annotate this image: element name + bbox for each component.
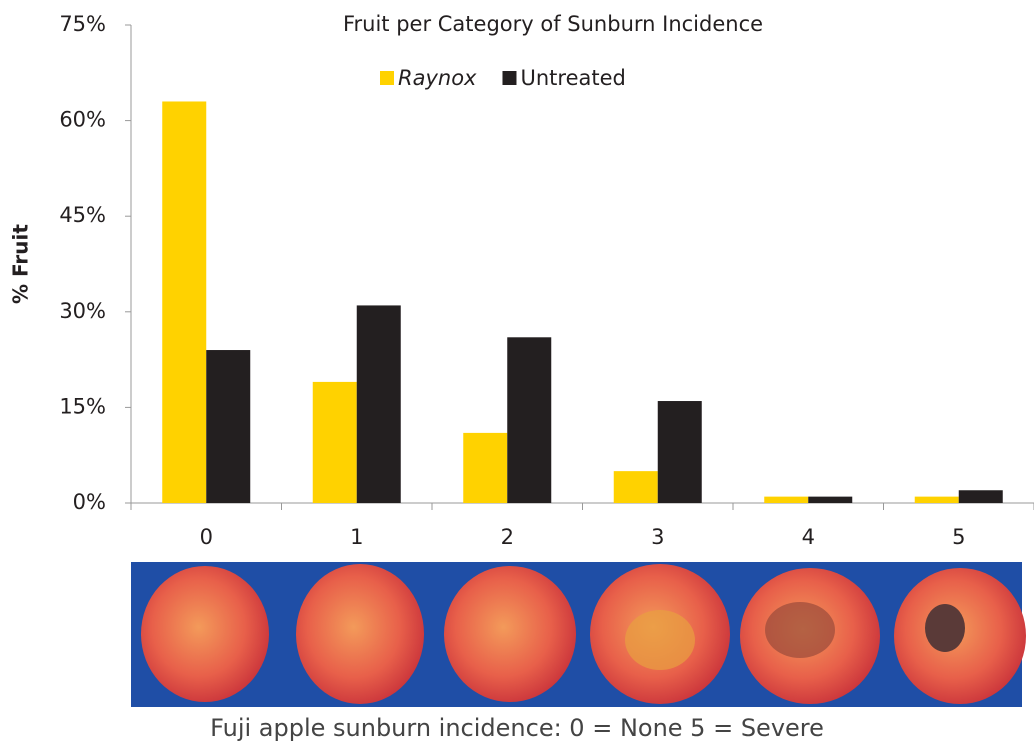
x-tick-label: 0: [200, 525, 213, 549]
x-tick-label: 4: [802, 525, 815, 549]
y-tick-label: 75%: [59, 12, 106, 36]
bar: [764, 497, 808, 503]
y-tick-label: 45%: [59, 203, 106, 227]
y-axis-label: % Fruit: [9, 224, 33, 304]
bar: [507, 337, 551, 503]
legend-label: Untreated: [520, 66, 625, 90]
chart-title: Fruit per Category of Sunburn Incidence: [343, 12, 763, 36]
bar: [313, 382, 357, 503]
legend-swatch: [380, 71, 394, 85]
x-tick-label: 5: [952, 525, 965, 549]
bar: [959, 490, 1003, 503]
bar: [206, 350, 250, 503]
apple-strip: [131, 562, 1026, 707]
bar: [357, 305, 401, 503]
x-tick-label: 1: [350, 525, 363, 549]
bar: [915, 497, 959, 503]
y-tick-label: 30%: [59, 299, 106, 323]
bar: [463, 433, 507, 503]
chart: Fruit per Category of Sunburn Incidence …: [0, 0, 1034, 746]
x-tick-label: 3: [651, 525, 664, 549]
legend-swatch: [502, 71, 516, 85]
y-tick-label: 0%: [73, 490, 106, 514]
x-tick-label: 2: [501, 525, 514, 549]
bar: [162, 101, 206, 503]
legend-label: Raynox: [398, 66, 477, 90]
caption: Fuji apple sunburn incidence: 0 = None 5…: [210, 714, 824, 742]
bar: [808, 497, 852, 503]
bar: [658, 401, 702, 503]
bar: [614, 471, 658, 503]
y-tick-label: 60%: [59, 108, 106, 132]
y-tick-label: 15%: [59, 394, 106, 418]
